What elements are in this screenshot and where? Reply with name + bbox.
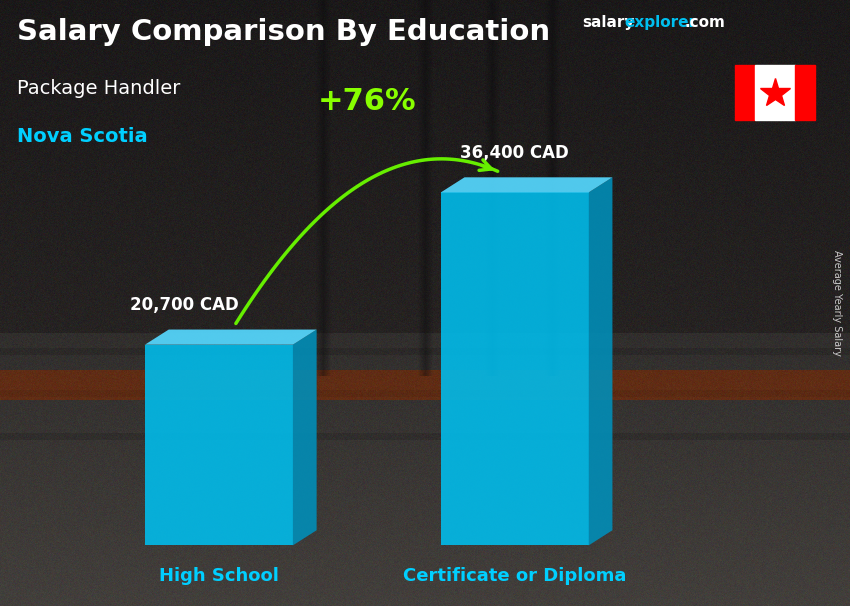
Text: 36,400 CAD: 36,400 CAD [461, 144, 569, 162]
Text: High School: High School [159, 567, 279, 585]
Polygon shape [144, 345, 292, 545]
Text: 20,700 CAD: 20,700 CAD [131, 296, 239, 315]
Bar [735, 65, 755, 120]
Text: Average Yearly Salary: Average Yearly Salary [832, 250, 842, 356]
Text: Nova Scotia: Nova Scotia [17, 127, 148, 146]
Text: Salary Comparison By Education: Salary Comparison By Education [17, 18, 550, 46]
Polygon shape [588, 178, 612, 545]
Polygon shape [440, 193, 588, 545]
Polygon shape [144, 330, 316, 345]
Text: .com: .com [684, 15, 725, 30]
Bar [755, 65, 795, 120]
Text: explorer: explorer [624, 15, 696, 30]
Text: salary: salary [582, 15, 635, 30]
Text: Certificate or Diploma: Certificate or Diploma [403, 567, 626, 585]
Text: +76%: +76% [317, 87, 416, 116]
Bar [795, 65, 815, 120]
Polygon shape [292, 330, 316, 545]
Text: Package Handler: Package Handler [17, 79, 180, 98]
Polygon shape [440, 178, 612, 193]
